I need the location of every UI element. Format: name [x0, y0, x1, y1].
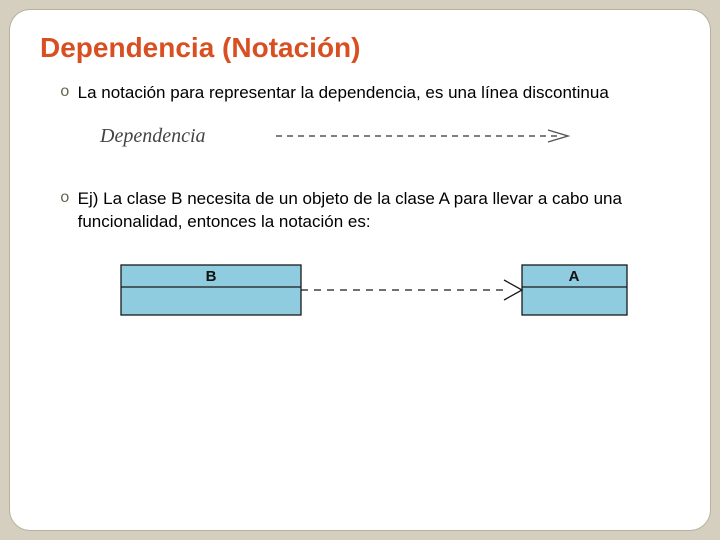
bullet-marker: o [60, 188, 70, 210]
uml-dependency-diagram: B A [120, 259, 680, 334]
class-a-label: A [569, 268, 580, 285]
class-box-b: B [121, 265, 301, 315]
bullet-item: o Ej) La clase B necesita de un objeto d… [60, 188, 680, 234]
bullet-item: o La notación para representar la depend… [60, 82, 680, 105]
dashed-arrow-icon [276, 128, 576, 144]
page-title: Dependencia (Notación) [40, 32, 680, 64]
dependency-notation-diagram: Dependencia [100, 125, 680, 148]
dependency-edge [301, 280, 522, 300]
bullet-text: Ej) La clase B necesita de un objeto de … [78, 188, 680, 234]
bullet-text: La notación para representar la dependen… [78, 82, 680, 105]
bullet-marker: o [60, 82, 70, 104]
dependency-label: Dependencia [100, 125, 206, 148]
class-b-label: B [206, 268, 217, 285]
class-box-a: A [522, 265, 627, 315]
slide: Dependencia (Notación) o La notación par… [10, 10, 710, 530]
